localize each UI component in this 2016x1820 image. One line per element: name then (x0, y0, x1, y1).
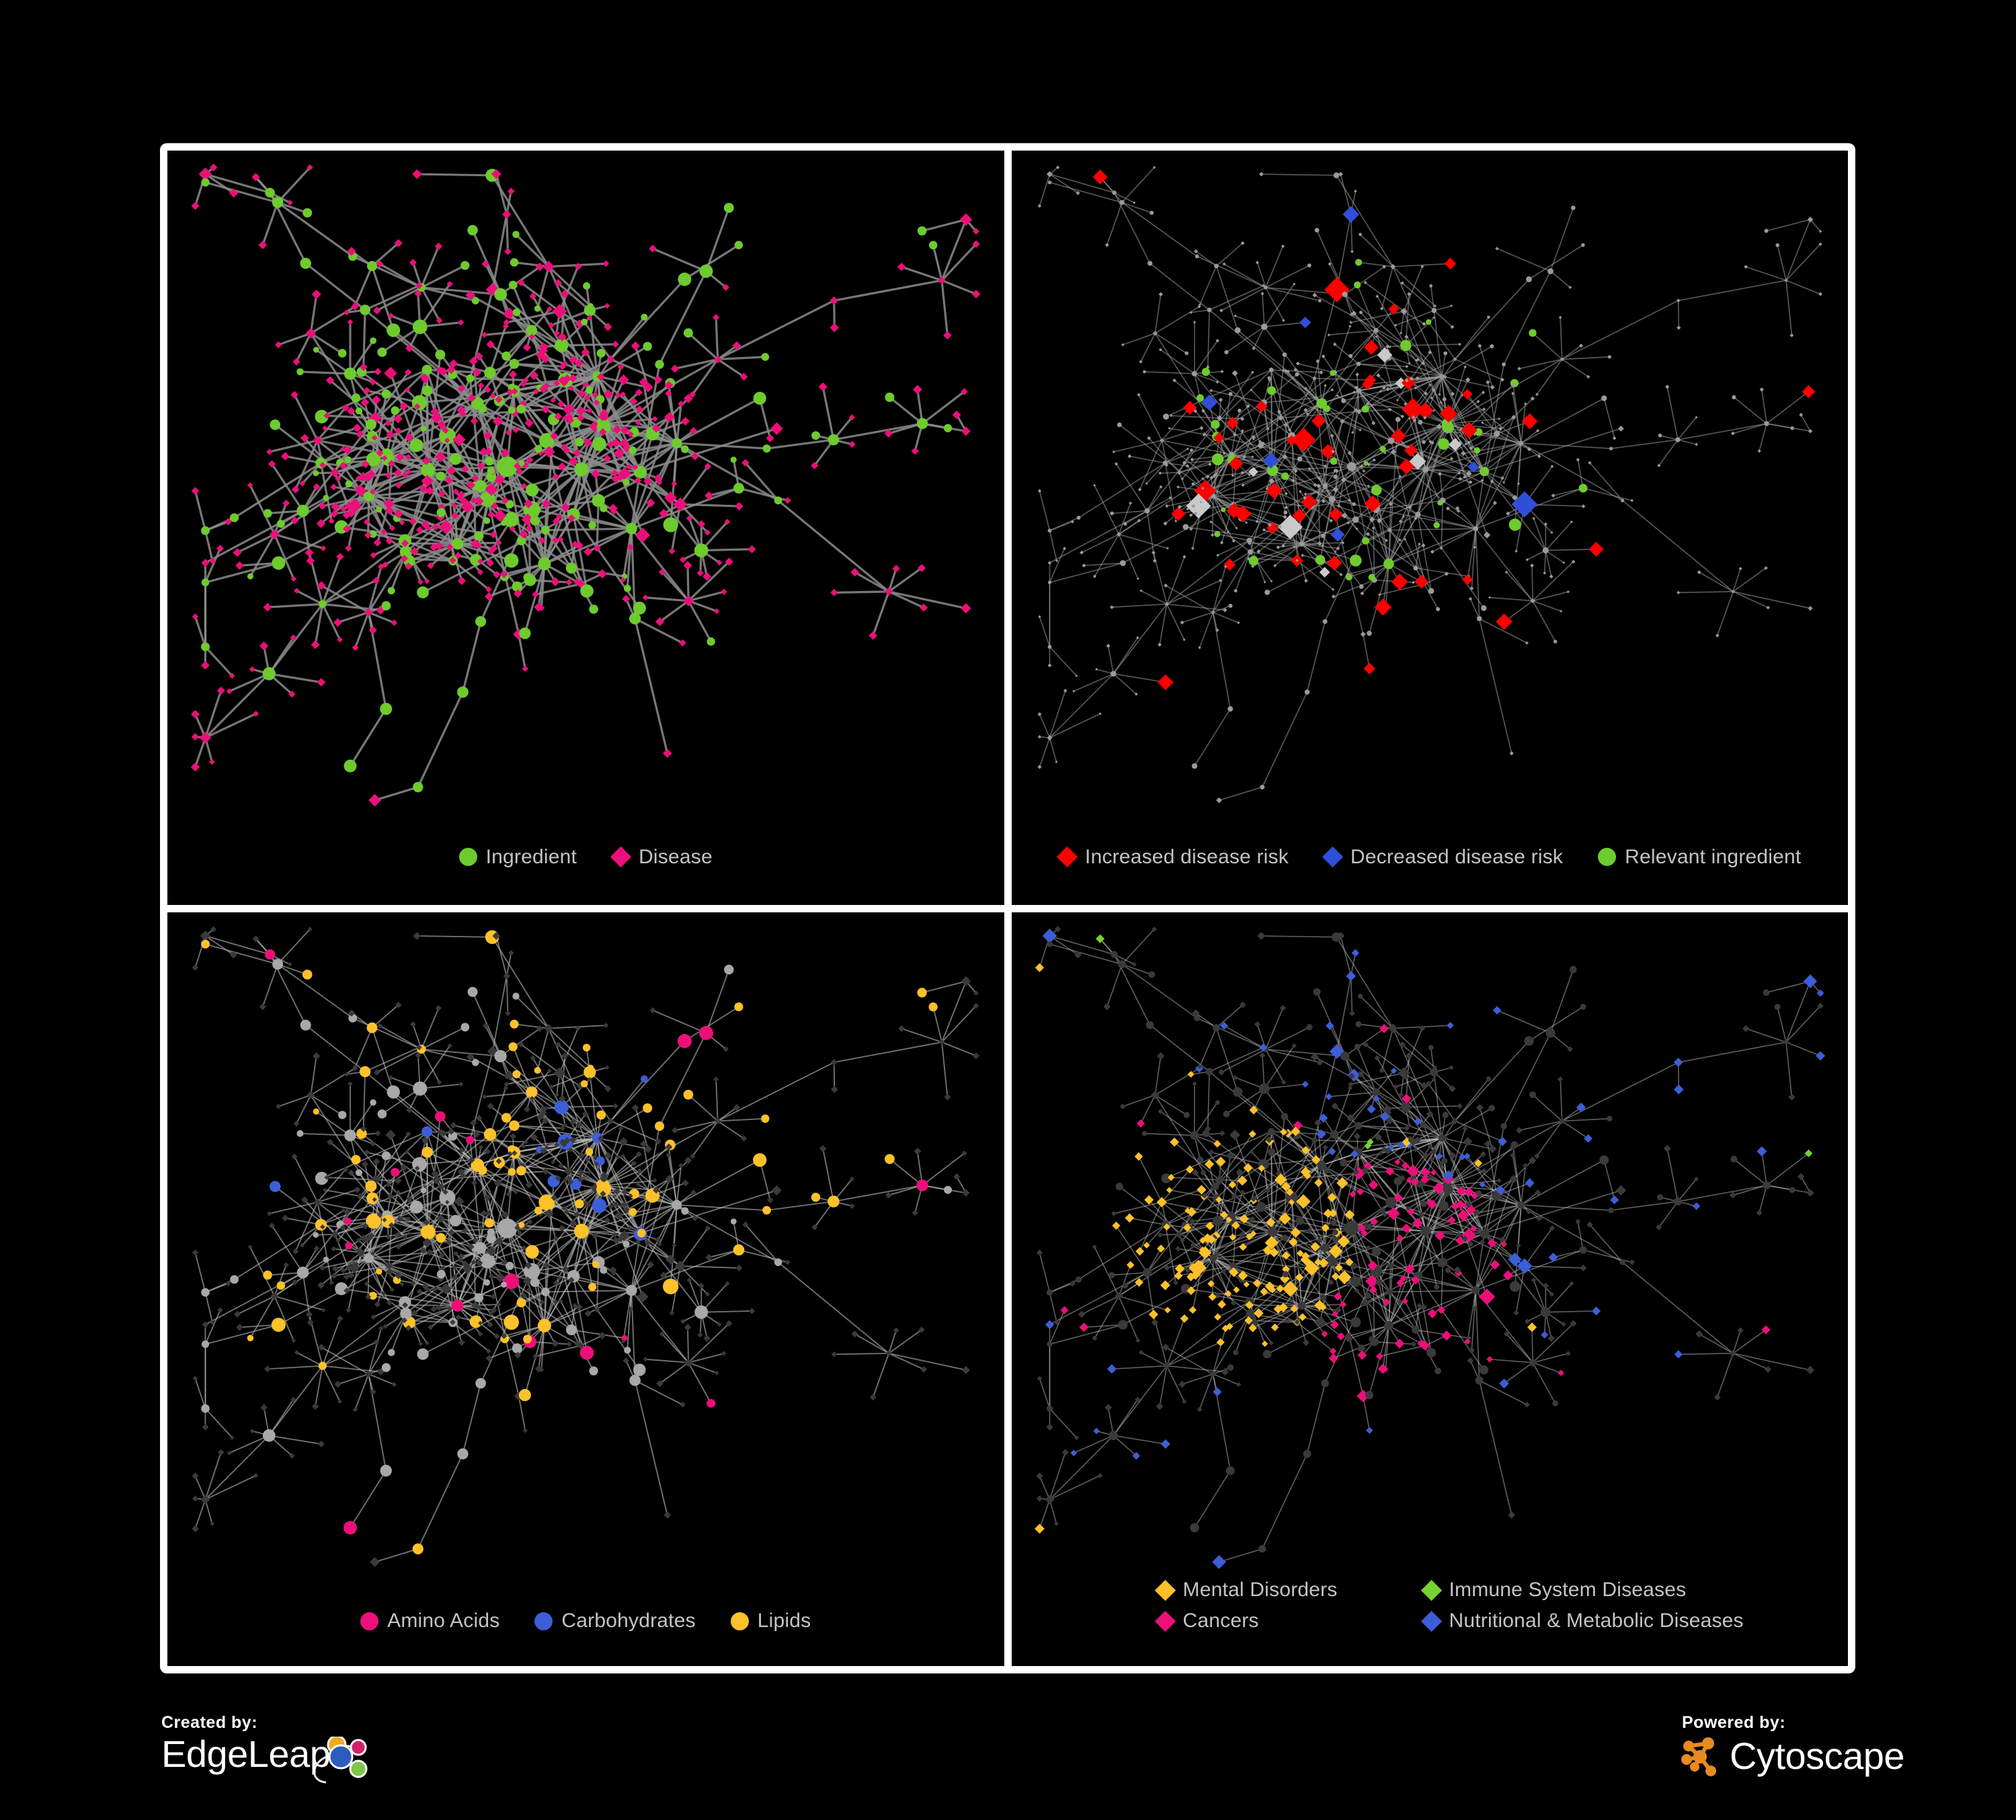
legend-panel-3: Amino Acids Carbohydrates Lipids (167, 1610, 1004, 1632)
legend-item-immune-system-diseases[interactable]: Immune System Diseases (1420, 1579, 1687, 1601)
network-graph-nutrient-class[interactable] (167, 912, 1004, 1667)
legend-item-ingredient[interactable]: Ingredient (458, 845, 577, 869)
legend-panel-1: Ingredient Disease (167, 846, 1004, 869)
legend-label: Disease (639, 845, 713, 868)
legend-item-lipids[interactable]: Lipids (730, 1610, 811, 1632)
legend-item-nutritional-metabolic-diseases[interactable]: Nutritional & Metabolic Diseases (1420, 1610, 1744, 1632)
legend-label: Lipids (757, 1610, 811, 1632)
panel-disease-risk-network[interactable]: Increased disease risk Decreased disease… (1011, 151, 1849, 905)
pink-circle-icon (360, 1612, 379, 1630)
legend-label: Relevant ingredient (1625, 845, 1802, 868)
pink-diamond-icon (610, 846, 632, 868)
edgeleap-logo: EdgeLeap (161, 1735, 444, 1794)
powered-by-kicker: Powered by: (1682, 1713, 1786, 1732)
legend-item-decreased-risk[interactable]: Decreased disease risk (1322, 845, 1564, 869)
green-circle-icon (458, 848, 477, 866)
legend-item-mental-disorders[interactable]: Mental Disorders (1154, 1579, 1405, 1601)
legend-item-relevant-ingredient[interactable]: Relevant ingredient (1598, 846, 1801, 869)
edgeleap-wordmark: EdgeLeap (161, 1733, 331, 1775)
legend-label: Carbohydrates (561, 1610, 696, 1632)
panel-ingredient-disease-network[interactable]: Ingredient Disease (167, 151, 1004, 905)
legend-label: Nutritional & Metabolic Diseases (1449, 1610, 1744, 1632)
orange-diamond-icon (1154, 1579, 1176, 1601)
network-graph-disease-risk[interactable] (1012, 151, 1849, 905)
blue-diamond-icon (1420, 1610, 1442, 1632)
figure-frame: Ingredient Disease Increased disease ris… (160, 143, 1855, 1673)
legend-label: Mental Disorders (1182, 1579, 1338, 1601)
red-diamond-icon (1056, 846, 1078, 868)
network-graph-ingredient-disease[interactable] (167, 151, 1004, 905)
network-graph-disease-category[interactable] (1012, 912, 1849, 1667)
legend-label: Cancers (1182, 1610, 1259, 1632)
legend-item-carbohydrates[interactable]: Carbohydrates (534, 1610, 696, 1632)
panel-divider-horizontal (167, 904, 1848, 912)
cytoscape-logo: Cytoscape (1643, 1735, 1932, 1777)
created-by-kicker: Created by: (161, 1713, 258, 1732)
cytoscape-wordmark: Cytoscape (1730, 1735, 1905, 1777)
legend-label: Increased disease risk (1085, 845, 1289, 868)
panel-disease-category-network[interactable]: Mental Disorders Immune System Diseases … (1011, 912, 1849, 1667)
legend-item-amino-acids[interactable]: Amino Acids (360, 1610, 499, 1632)
legend-item-increased-risk[interactable]: Increased disease risk (1056, 845, 1289, 869)
legend-label: Amino Acids (387, 1610, 500, 1632)
cytoscape-node-glyph-icon (1681, 1737, 1716, 1776)
legend-label: Decreased disease risk (1350, 845, 1564, 868)
orange-circle-icon (730, 1612, 749, 1630)
blue-diamond-icon (1322, 846, 1344, 868)
blue-circle-icon (534, 1612, 553, 1630)
panel-nutrient-class-network[interactable]: Amino Acids Carbohydrates Lipids (167, 912, 1004, 1667)
green-diamond-icon (1420, 1579, 1442, 1601)
edgeleap-node-glyph-icon (313, 1737, 368, 1784)
green-circle-icon (1598, 848, 1617, 866)
legend-label: Immune System Diseases (1449, 1579, 1687, 1601)
legend-panel-4: Mental Disorders Immune System Diseases … (1012, 1579, 1849, 1640)
legend-item-cancers[interactable]: Cancers (1154, 1610, 1405, 1632)
legend-panel-2: Increased disease risk Decreased disease… (1012, 846, 1849, 869)
powered-by-branding: Powered by: Cytoscape (1643, 1713, 1932, 1807)
legend-label: Ingredient (485, 845, 577, 868)
pink-diamond-icon (1154, 1610, 1176, 1632)
created-by-branding: Created by: EdgeLeap (161, 1713, 444, 1807)
legend-item-disease[interactable]: Disease (610, 845, 713, 869)
